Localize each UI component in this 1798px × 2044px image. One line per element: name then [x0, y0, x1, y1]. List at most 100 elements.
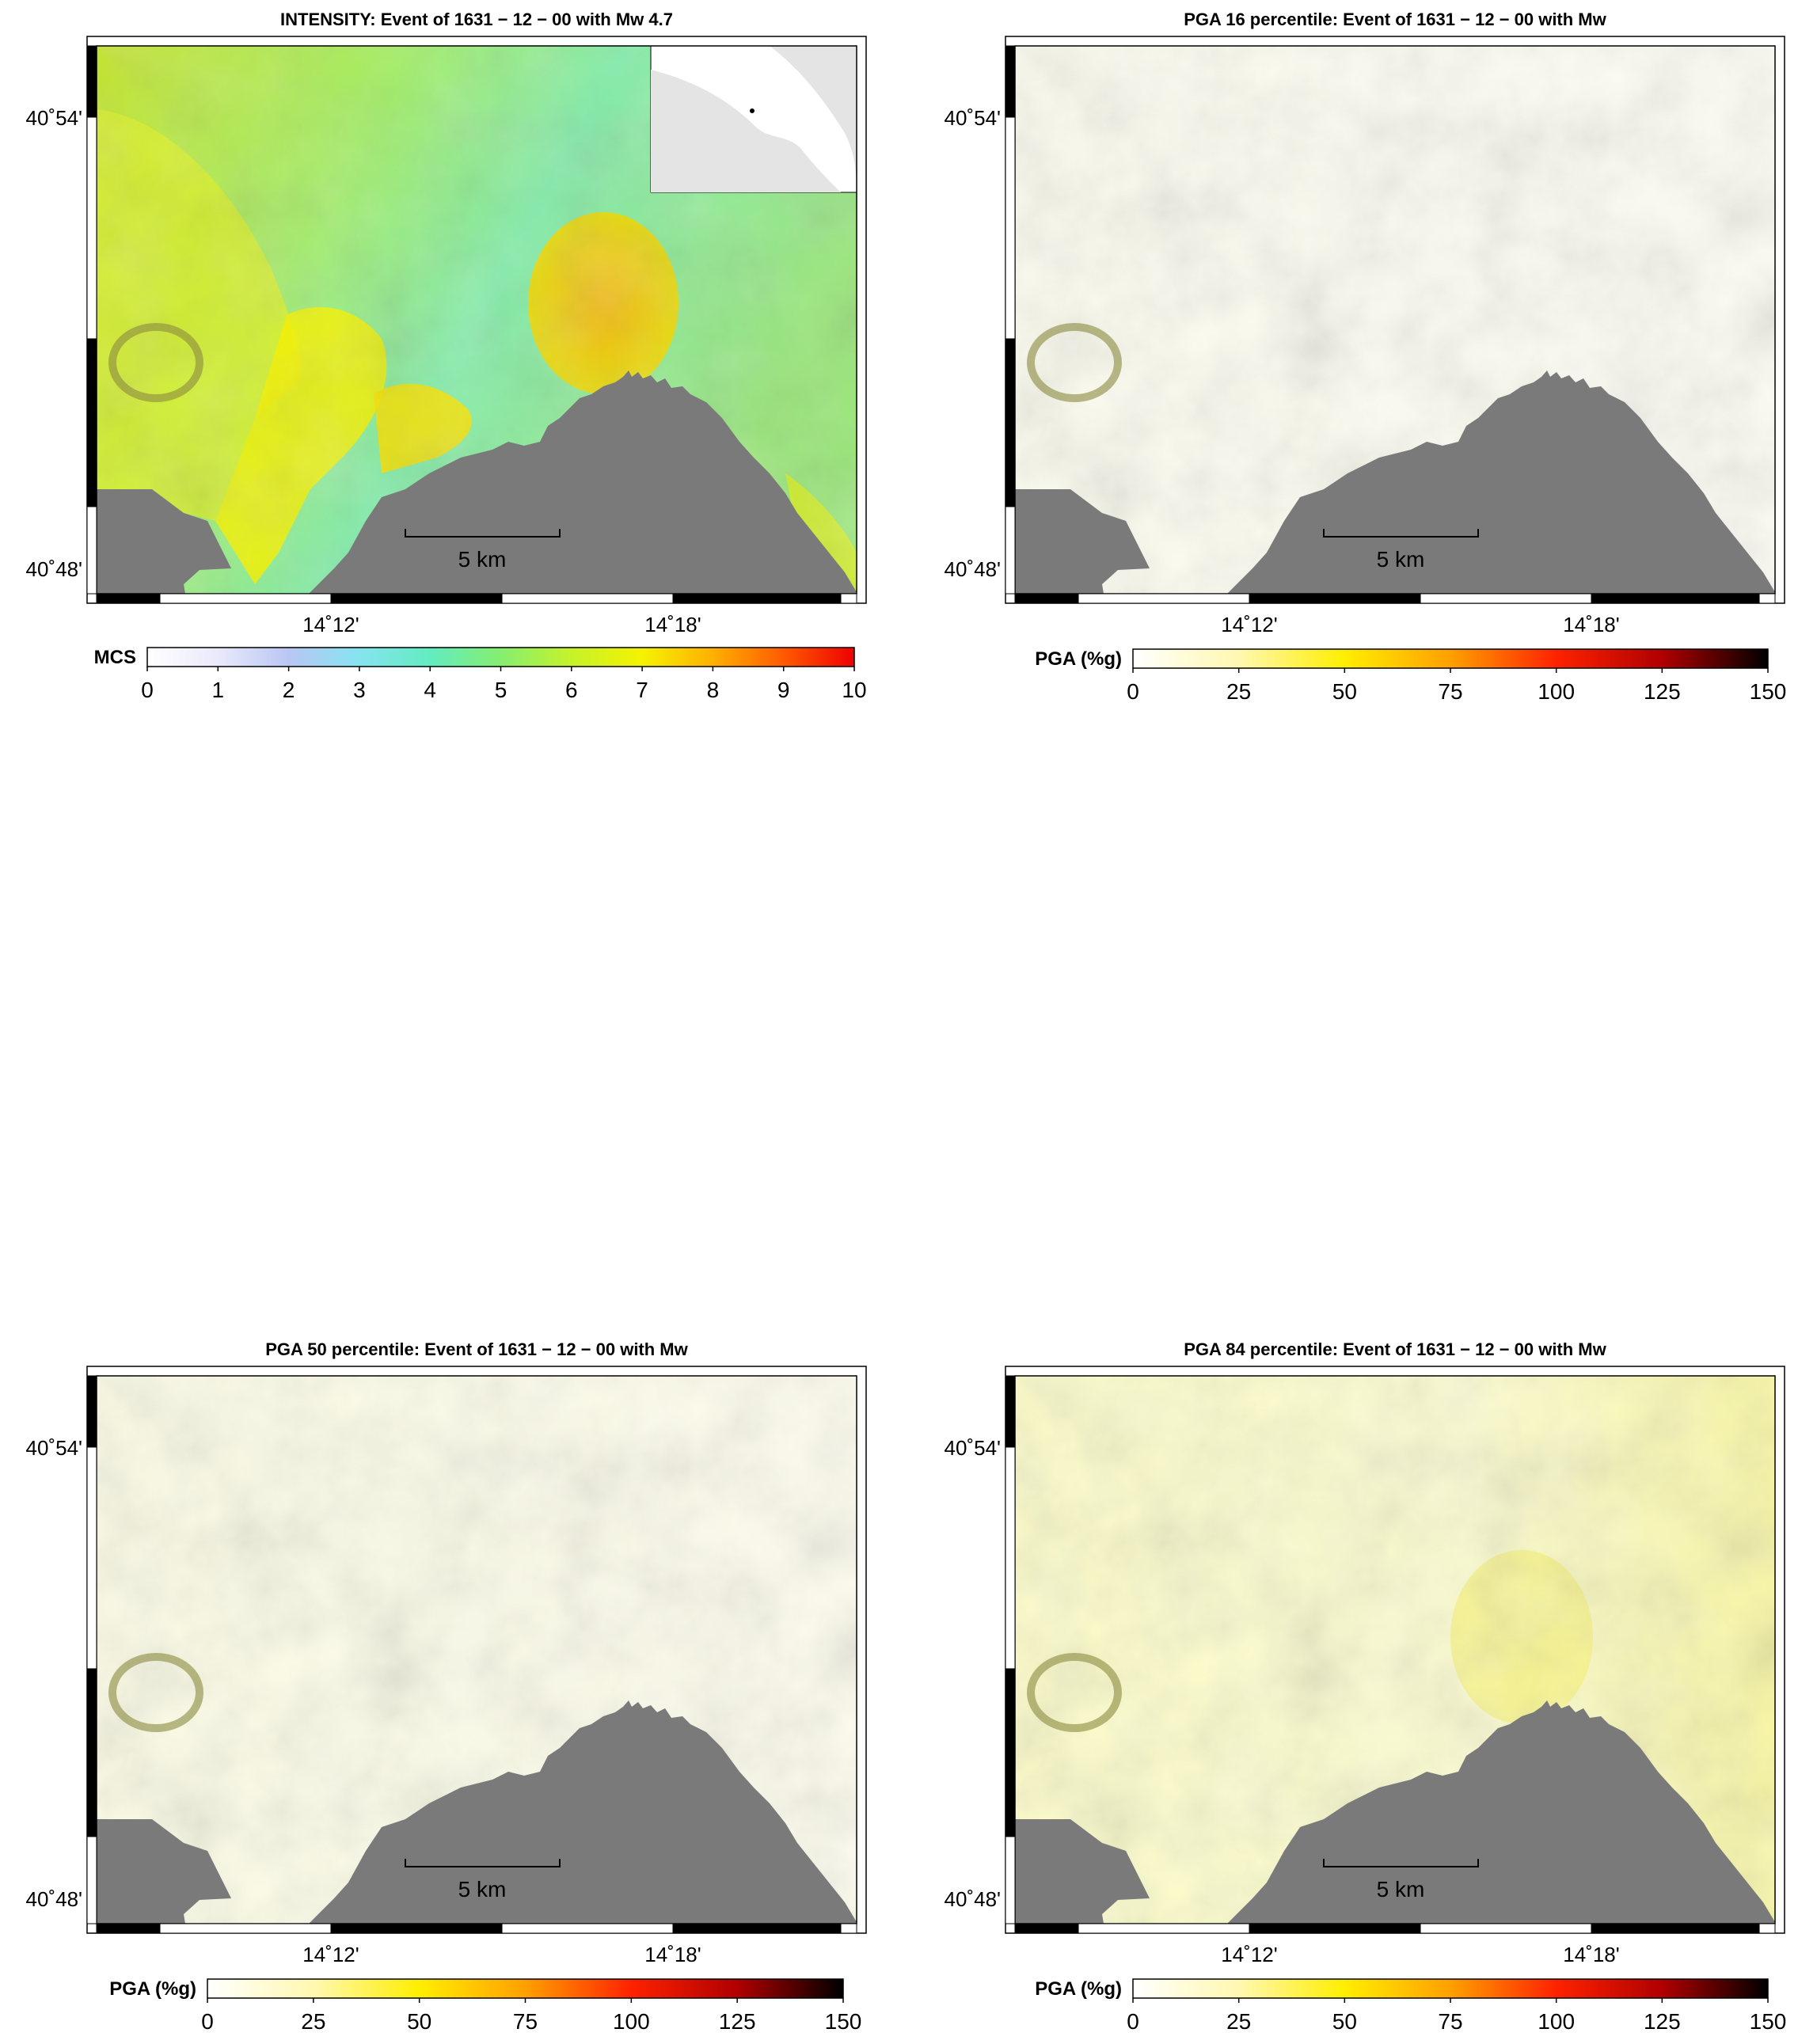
frame-lon-strip [1249, 1923, 1421, 1934]
frame-lat-strip [1005, 338, 1016, 507]
map-area: 5 km [1015, 1376, 1775, 1924]
colorbar-tick-label: 75 [1438, 2009, 1462, 2034]
colorbar-tick-label: 2 [283, 678, 295, 702]
colorbar-tick-label: 0 [141, 678, 154, 702]
colorbar-tick-label: 25 [301, 2009, 325, 2034]
scale-bar-line [405, 1859, 561, 1867]
frame-lat-strip [86, 338, 97, 507]
colorbar-tick-label: 150 [1750, 2009, 1787, 2034]
colorbar-tick-label: 5 [495, 678, 507, 702]
inset-location-marker [750, 108, 755, 113]
colorbar-tick-label: 10 [842, 678, 866, 702]
colorbar-tick-label: 0 [1127, 679, 1139, 704]
frame-lon-strip [1420, 1923, 1592, 1934]
colorbar-label: PGA (%g) [1035, 1978, 1122, 2000]
frame-lat-strip [86, 45, 97, 118]
colorbar-tick-label: 0 [201, 2009, 214, 2034]
colorbar-tick-label: 25 [1226, 679, 1251, 704]
scale-bar: 5 km [1323, 1859, 1479, 1902]
frame-lon-strip [330, 593, 503, 604]
inset-land [651, 70, 841, 192]
frame-lon-strip [1758, 593, 1776, 604]
frame-lat-strip [86, 1668, 97, 1837]
colorbar-tick-label: 100 [613, 2009, 650, 2034]
frame-lat-strip [86, 1446, 97, 1670]
scale-bar: 5 km [405, 529, 561, 572]
colorbar-label: MCS [94, 647, 136, 668]
scale-bar-label: 5 km [458, 547, 507, 572]
panel-pga-84-percentile: PGA 84 percentile: Event of 1631 − 12 − … [945, 1339, 1787, 2034]
crater-ring [108, 1653, 203, 1732]
frame-lat-strip [1005, 116, 1016, 340]
panel-title: INTENSITY: Event of 1631 − 12 − 00 with … [280, 9, 673, 29]
lon-label-east: 14˚18' [1563, 1943, 1619, 1966]
lat-label-north: 40˚54' [945, 1436, 1001, 1460]
frame-lon-strip [672, 593, 842, 604]
colorbar-tick-label: 100 [1538, 2009, 1575, 2034]
colorbar: PGA (%g)0 25 50 75 100 125 150 [1035, 1978, 1786, 2034]
frame-lon-strip [1591, 1923, 1760, 1934]
frame-lon-strip [1014, 1923, 1079, 1934]
panel-title: PGA 16 percentile: Event of 1631 − 12 − … [1184, 9, 1606, 29]
colorbar-ramp [207, 1978, 844, 1999]
scale-bar-label: 5 km [1377, 1877, 1425, 1902]
colorbar-tick-label: 125 [1644, 2009, 1681, 2034]
lat-label-north: 40˚54' [945, 106, 1001, 130]
lat-label-north: 40˚54' [26, 1436, 82, 1460]
panel-title: PGA 50 percentile: Event of 1631 − 12 − … [265, 1339, 688, 1359]
colorbar-ramp [1132, 1978, 1769, 1999]
colorbar-tick-label: 125 [1644, 679, 1681, 704]
lon-label-east: 14˚18' [644, 1943, 701, 1966]
scale-bar-label: 5 km [1377, 547, 1425, 572]
colorbar-tick-label: 1 [212, 678, 225, 702]
frame-lat-strip [86, 1375, 97, 1448]
sea [97, 1700, 857, 1924]
scale-bar-line [1323, 1859, 1479, 1867]
frame-lat-strip [1005, 45, 1016, 118]
colorbar-tick-label: 50 [407, 2009, 431, 2034]
frame-lon-strip [501, 593, 674, 604]
frame-lon-strip [96, 1923, 161, 1934]
frame-lon-strip [1078, 1923, 1250, 1934]
colorbar-tick-label: 50 [1332, 2009, 1357, 2034]
colorbar-tick-label: 6 [565, 678, 578, 702]
frame-lon-strip [840, 593, 857, 604]
frame-lon-strip [1014, 593, 1079, 604]
colorbar-tick-label: 100 [1538, 679, 1575, 704]
colorbar-tick-label: 125 [719, 2009, 756, 2034]
sea [1015, 370, 1775, 594]
lon-label-east: 14˚18' [1563, 613, 1619, 636]
lon-label-west: 14˚12' [1221, 613, 1277, 636]
frame-lon-strip [159, 1923, 332, 1934]
colorbar: PGA (%g)0 25 50 75 100 125 150 [109, 1978, 861, 2034]
frame-lon-strip [1758, 1923, 1776, 1934]
colorbar-tick-label: 75 [513, 2009, 538, 2034]
frame-lat-strip [1005, 1668, 1016, 1837]
lon-label-west: 14˚12' [302, 1943, 359, 1966]
lon-label-east: 14˚18' [644, 613, 701, 636]
inset-land-east [770, 46, 857, 192]
frame-lon-strip [1420, 593, 1592, 604]
frame-lon-strip [1591, 593, 1760, 604]
crater-ring [1027, 1653, 1122, 1732]
colorbar-tick-label: 3 [353, 678, 366, 702]
colorbar-tick-label: 25 [1226, 2009, 1251, 2034]
sea [1015, 1700, 1775, 1924]
colorbar-tick-label: 9 [777, 678, 790, 702]
frame-lat-strip [86, 506, 97, 595]
lat-label-north: 40˚54' [26, 106, 82, 130]
frame-lon-strip [1249, 593, 1421, 604]
frame-lon-strip [501, 1923, 674, 1934]
scale-bar-line [405, 529, 561, 538]
lat-label-south: 40˚48' [26, 1887, 82, 1911]
colorbar-label: PGA (%g) [109, 1978, 196, 2000]
lon-label-west: 14˚12' [1221, 1943, 1277, 1966]
frame-lat-strip [1005, 1836, 1016, 1924]
frame-lat-strip [1005, 1446, 1016, 1670]
frame-lat-strip [86, 116, 97, 340]
sea [97, 370, 857, 594]
map-area: 5 km [1015, 46, 1775, 594]
colorbar-tick-label: 150 [1750, 679, 1787, 704]
